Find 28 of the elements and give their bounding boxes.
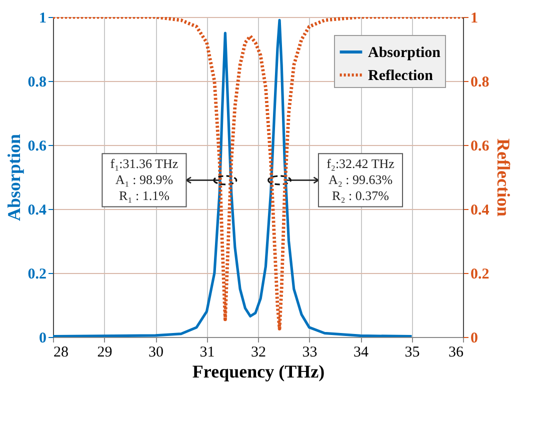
- annotation: f₂:32.42 THz A₂ : 99.63% R₂ : 0.37%: [326, 156, 395, 204]
- x-tick-label: 33: [302, 344, 318, 360]
- x-tick-label: 28: [54, 344, 68, 360]
- x-axis-title: Frequency (THz): [192, 362, 325, 382]
- x-tick-label: 30: [148, 344, 164, 360]
- y2-tick-label: 0: [470, 330, 478, 346]
- x-tick-label: 34: [354, 344, 369, 360]
- x-tick-label: 35: [404, 344, 420, 360]
- y2-tick-label: 0.6: [470, 138, 490, 154]
- x-tick-label: 31: [200, 344, 215, 360]
- y-tick-label: 0.4: [28, 202, 47, 218]
- y-tick-label: 0: [39, 330, 46, 346]
- y2-tick-label: 0.4: [470, 202, 490, 218]
- y-tick-label: 0.8: [28, 74, 46, 90]
- y-tick-label: 1: [39, 10, 46, 26]
- annotation: f₁:31.36 THz A₁ : 98.9% R₁ : 1.1%: [110, 156, 178, 204]
- x-tick-label: 36: [448, 344, 464, 360]
- y-axis-title: Absorption: [4, 134, 24, 222]
- legend-label: Absorption: [368, 45, 442, 61]
- x-tick-label: 32: [251, 344, 266, 360]
- y-tick-label: 0.6: [28, 138, 47, 154]
- x-tick-label: 29: [97, 344, 112, 360]
- legend-label: Reflection: [368, 68, 434, 84]
- y2-tick-label: 1: [470, 10, 478, 26]
- y-tick-label: 0.2: [28, 266, 46, 282]
- y2-axis-title: Reflection: [493, 138, 514, 216]
- y2-tick-label: 0.2: [470, 266, 490, 282]
- y2-tick-label: 0.8: [470, 74, 490, 90]
